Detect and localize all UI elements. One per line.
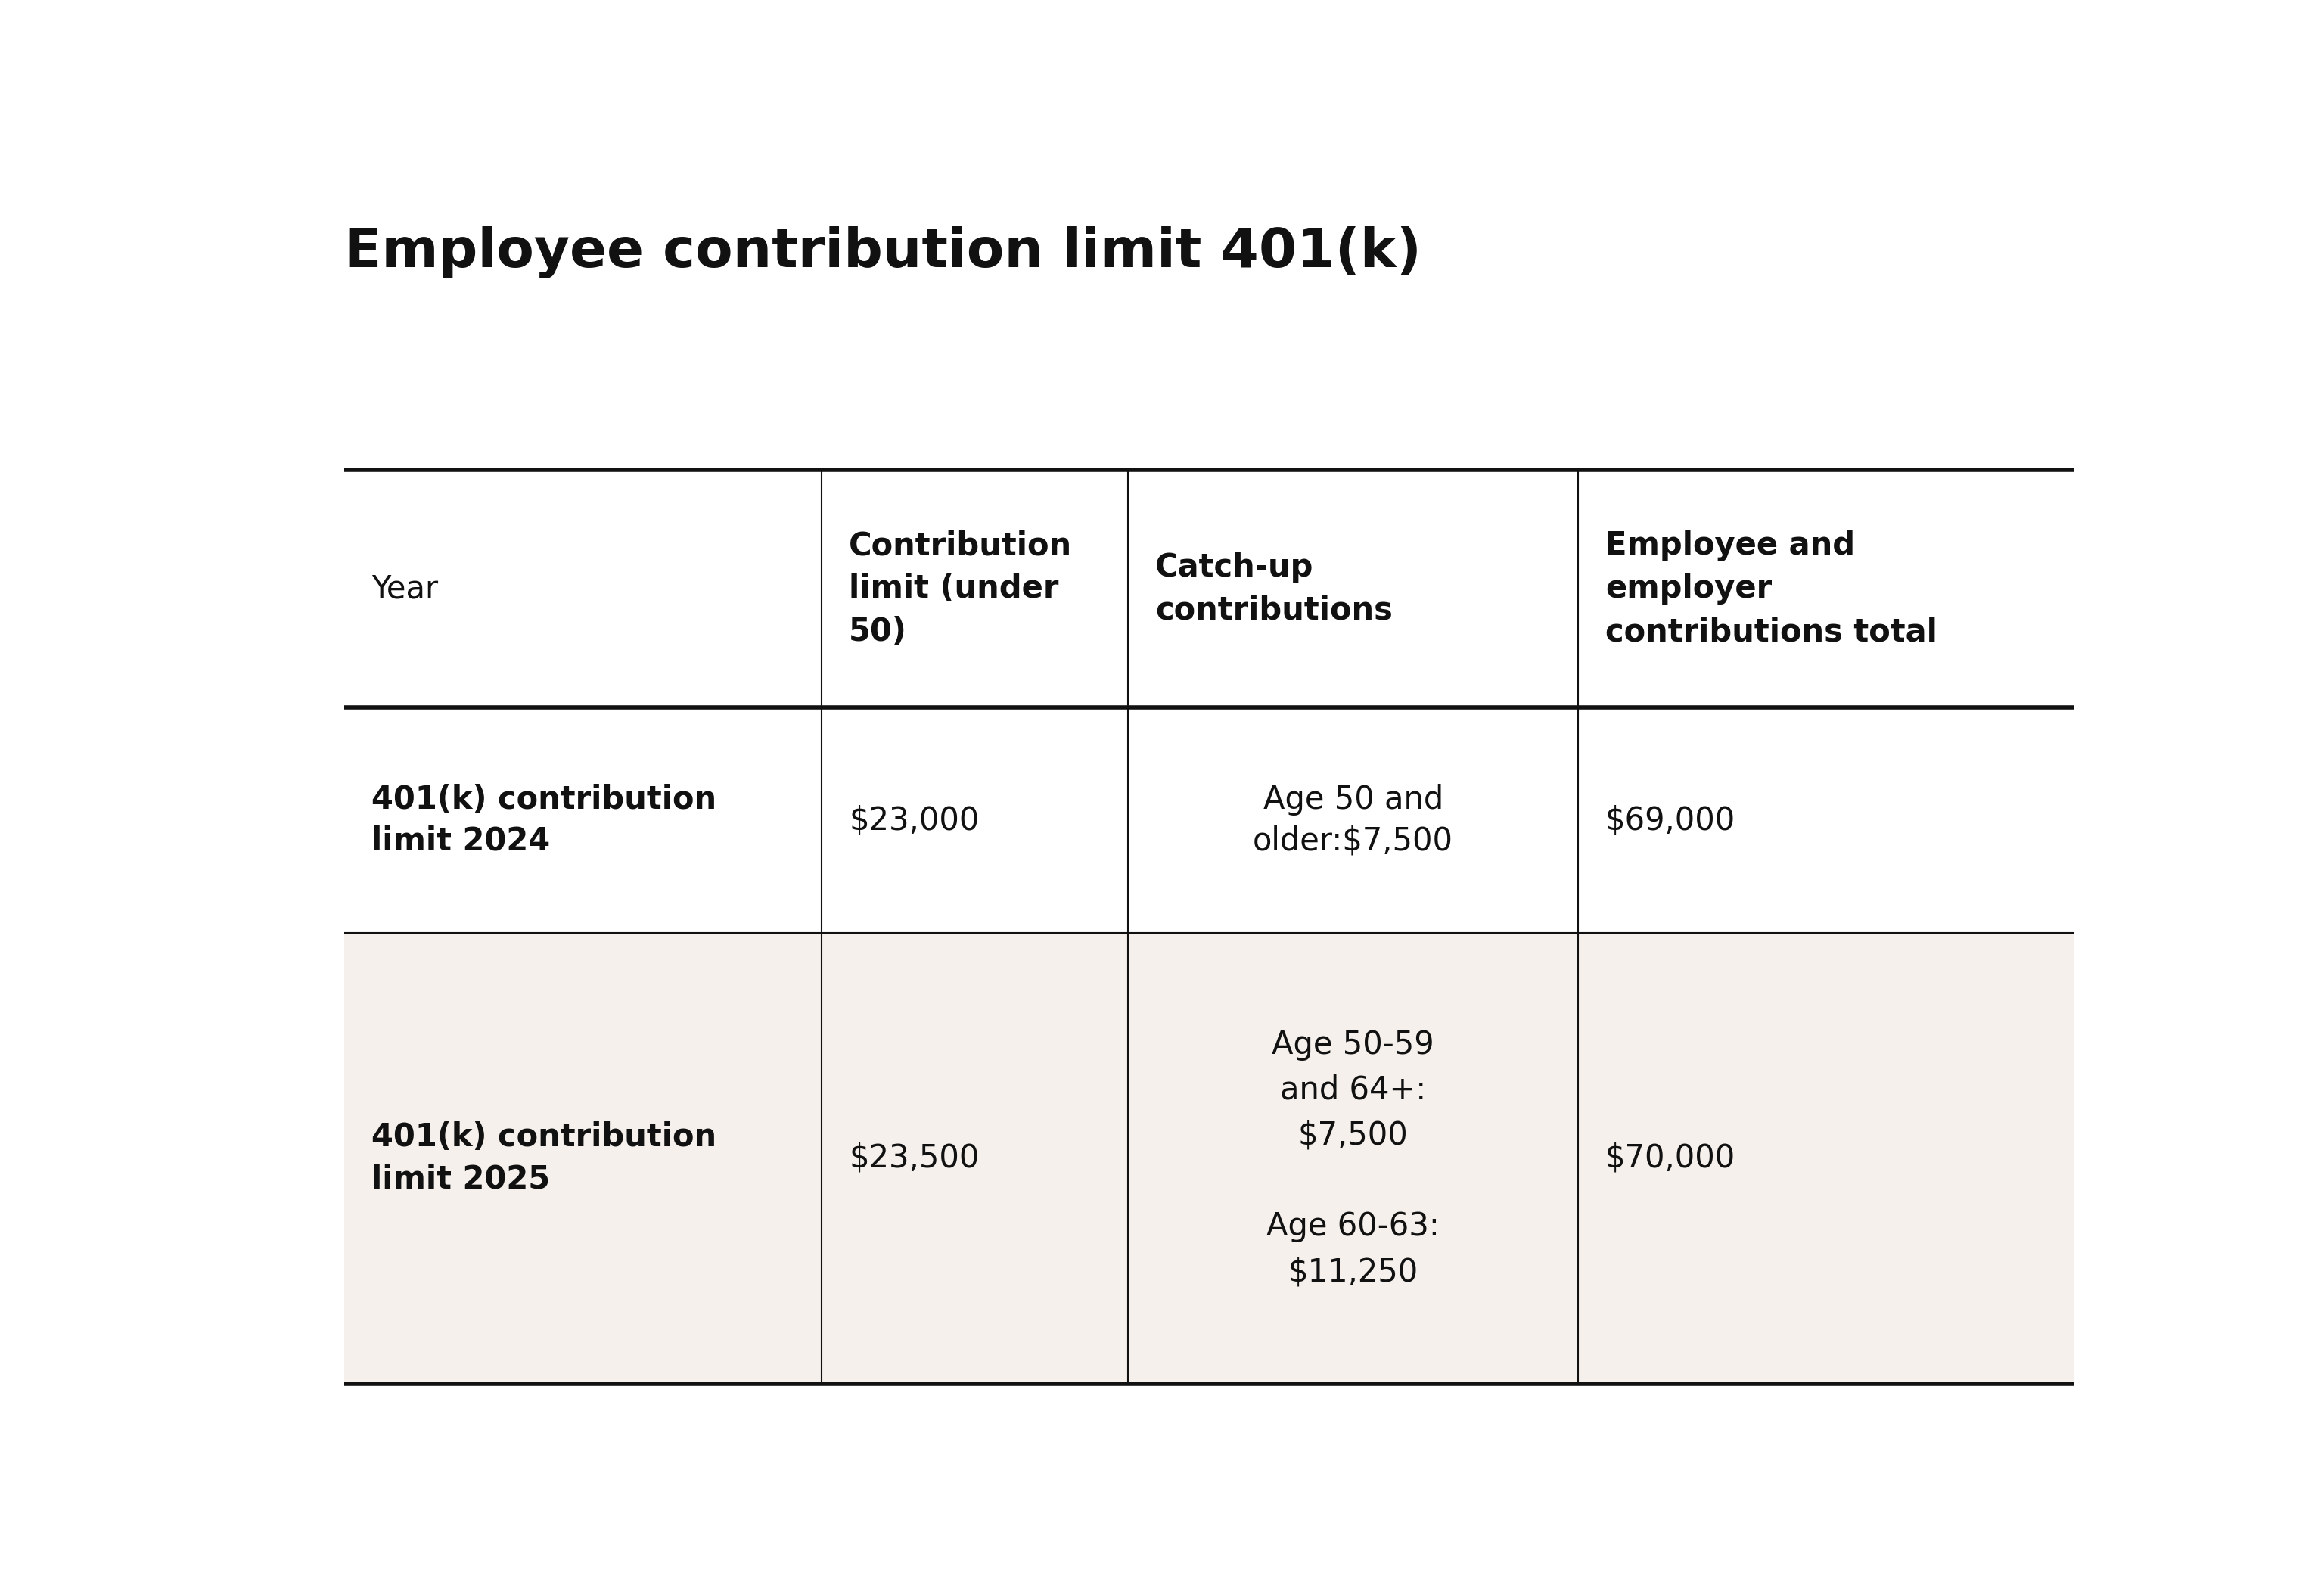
Text: $23,500: $23,500 (848, 1142, 978, 1174)
Text: Age 50-59
and 64+:
$7,500

Age 60-63:
$11,250: Age 50-59 and 64+: $7,500 Age 60-63: $11… (1267, 1028, 1441, 1288)
Bar (344, 933, 2073, 1384)
Text: $70,000: $70,000 (1606, 1142, 1736, 1174)
Text: Age 50 and
older:$7,500: Age 50 and older:$7,500 (1253, 783, 1452, 857)
Text: Contribution
limit (under
50): Contribution limit (under 50) (848, 530, 1071, 647)
Text: 401(k) contribution
limit 2024: 401(k) contribution limit 2024 (372, 783, 716, 857)
Text: 401(k) contribution
limit 2025: 401(k) contribution limit 2025 (372, 1122, 716, 1194)
Text: $23,000: $23,000 (848, 804, 978, 837)
Text: Employee contribution limit 401(k): Employee contribution limit 401(k) (344, 226, 1422, 278)
Text: $69,000: $69,000 (1606, 804, 1736, 837)
Bar (344, 470, 2073, 707)
Text: Employee and
employer
contributions total: Employee and employer contributions tota… (1606, 530, 1938, 647)
Bar (344, 707, 2073, 933)
Text: Catch-up
contributions: Catch-up contributions (1155, 552, 1392, 626)
Text: Year: Year (372, 573, 439, 604)
